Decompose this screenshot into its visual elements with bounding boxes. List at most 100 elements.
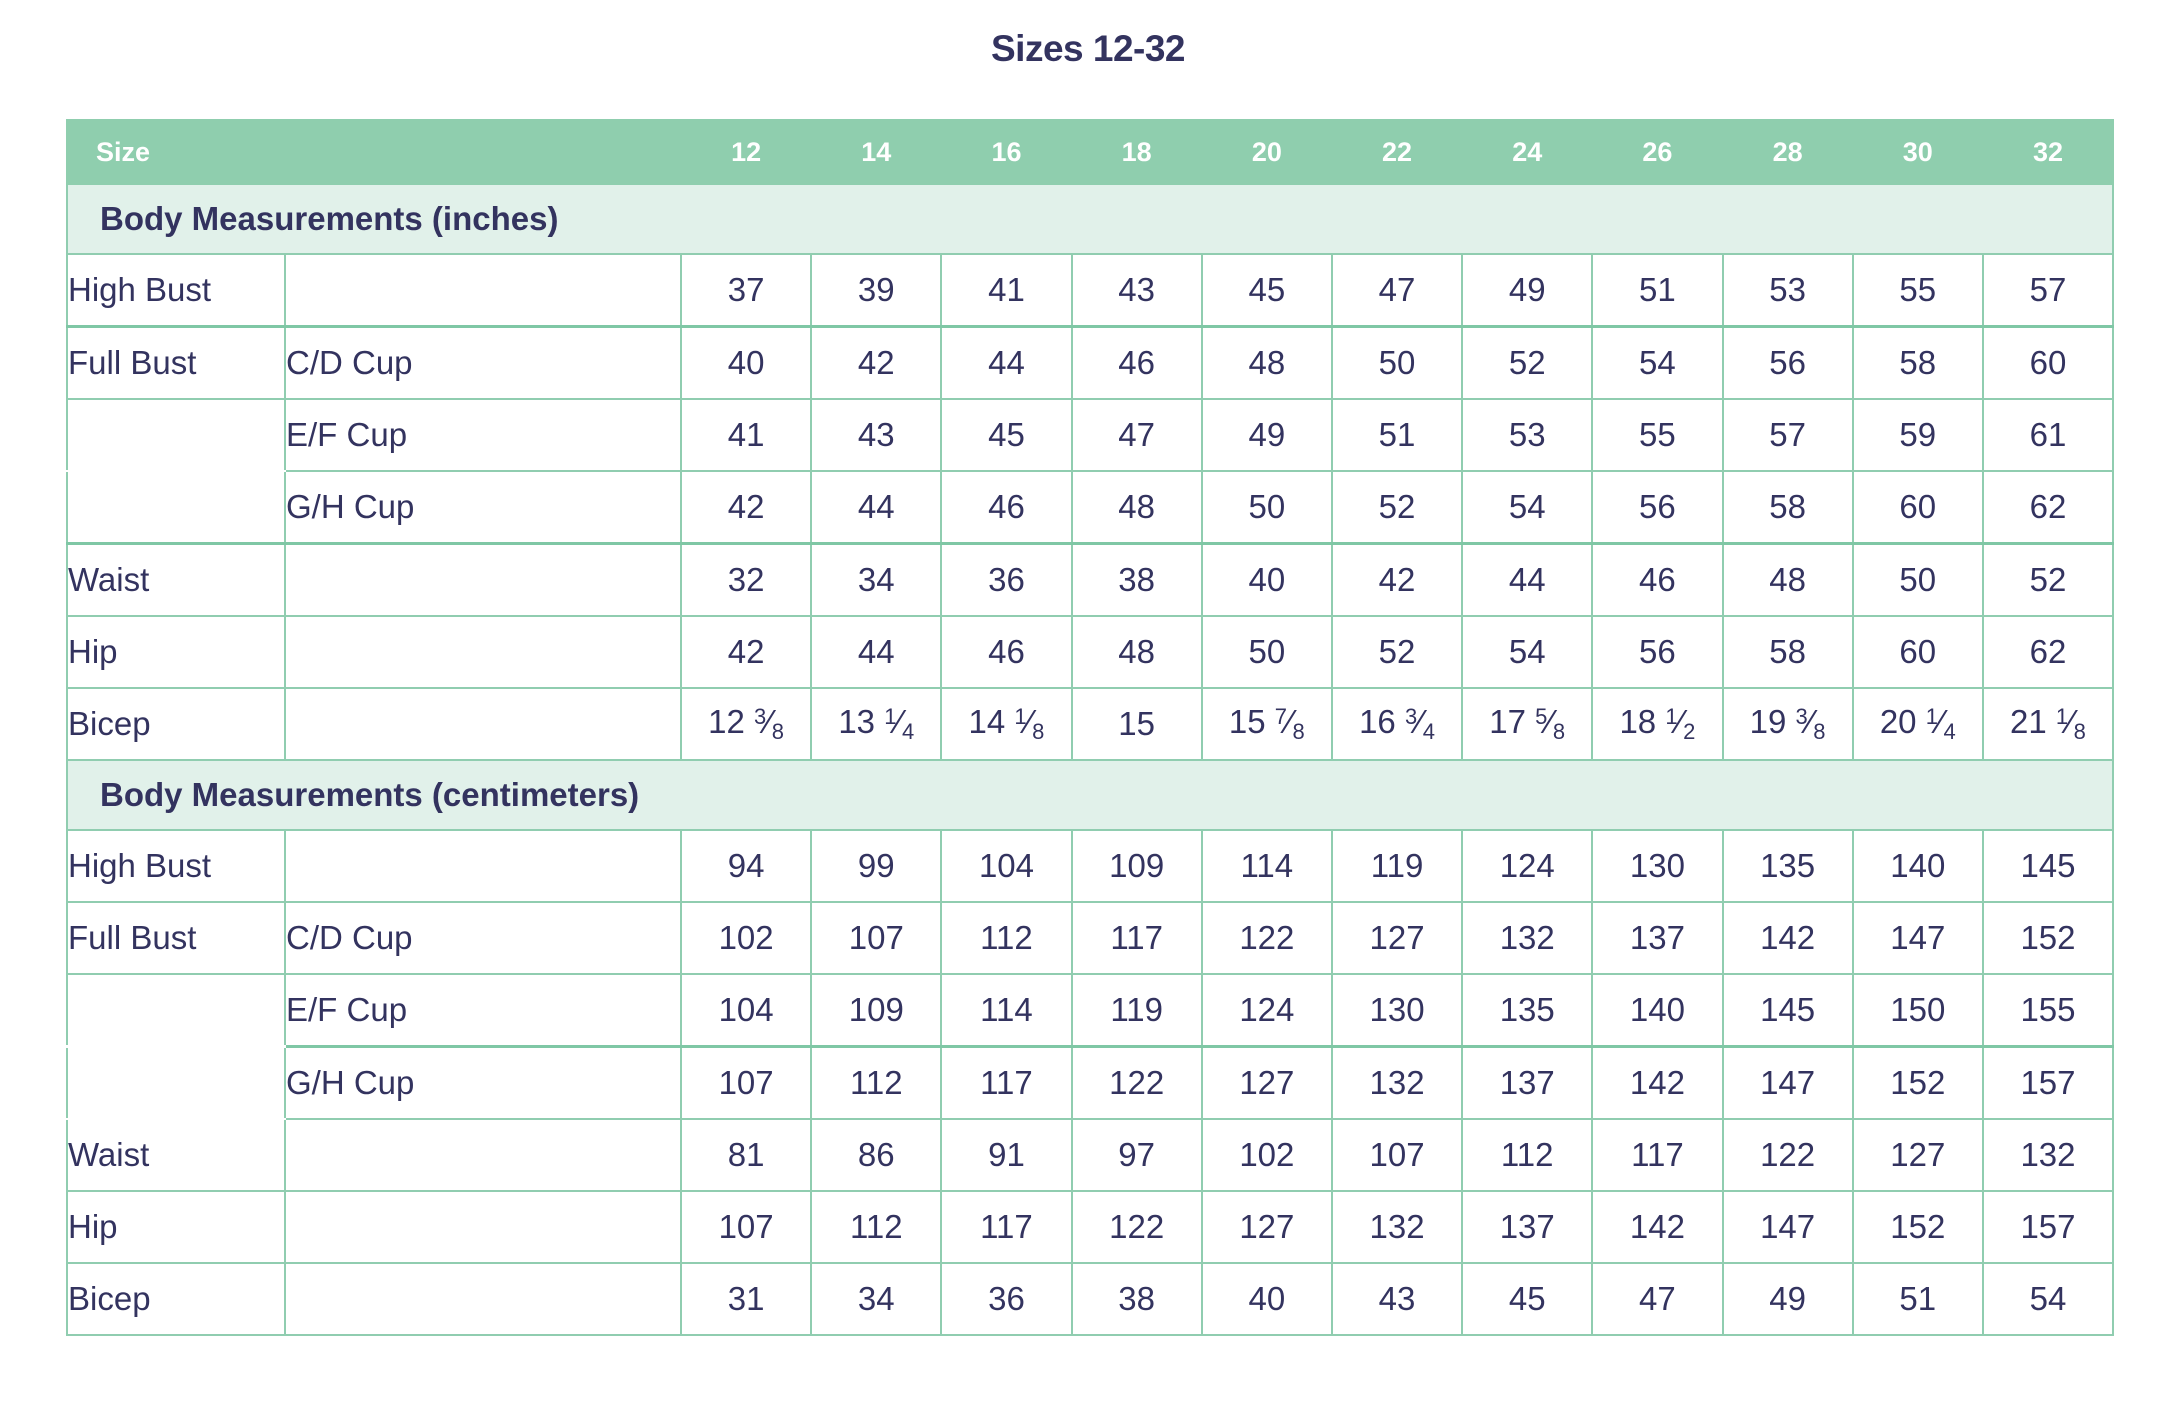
measurement-cell: 54 <box>1461 470 1594 545</box>
row-label: Waist <box>66 542 286 617</box>
measurement-cell: 112 <box>810 1045 943 1120</box>
measurement-cell: 44 <box>810 615 943 689</box>
measurement-cell: 56 <box>1721 325 1854 400</box>
row-sublabel <box>284 829 682 903</box>
measurement-cell: 20 1⁄4 <box>1851 687 1984 761</box>
measurement-cell: 47 <box>1330 253 1464 328</box>
measurement-cell: 52 <box>1330 615 1464 689</box>
measurement-cell: 119 <box>1330 829 1464 903</box>
measurement-cell: 43 <box>810 398 943 472</box>
measurement-cell: 36 <box>940 1262 1073 1336</box>
measurement-cell: 45 <box>1200 253 1333 328</box>
measurement-cell: 17 5⁄8 <box>1461 687 1594 761</box>
measurement-cell: 137 <box>1591 901 1724 975</box>
measurement-cell: 157 <box>1981 1045 2115 1120</box>
measurement-cell: 55 <box>1591 398 1724 472</box>
measurement-cell: 36 <box>940 542 1073 617</box>
measurement-cell: 40 <box>679 325 813 400</box>
measurement-cell: 15 7⁄8 <box>1200 687 1333 761</box>
table-row: High Bust 37 39 41 43 45 47 49 51 53 55 57 <box>66 253 2115 328</box>
measurement-cell: 58 <box>1721 470 1854 545</box>
measurement-cell: 99 <box>810 829 943 903</box>
measurement-cell: 44 <box>810 470 943 545</box>
measurement-cell: 102 <box>679 901 813 975</box>
measurement-cell: 91 <box>940 1118 1073 1192</box>
measurement-cell: 57 <box>1721 398 1854 472</box>
measurement-cell: 112 <box>810 1190 943 1264</box>
measurement-cell: 42 <box>1330 542 1464 617</box>
measurement-cell: 130 <box>1330 973 1464 1048</box>
size-header-cell: 22 <box>1330 119 1464 185</box>
row-label: Hip <box>66 1190 286 1264</box>
measurement-cell: 41 <box>679 398 813 472</box>
measurement-cell: 44 <box>940 325 1073 400</box>
measurement-cell: 122 <box>1200 901 1333 975</box>
measurement-cell: 132 <box>1981 1118 2115 1192</box>
measurement-cell: 56 <box>1591 470 1724 545</box>
measurement-cell: 52 <box>1981 542 2115 617</box>
measurement-cell: 117 <box>1591 1118 1724 1192</box>
table-row: E/F Cup 104 109 114 119 124 130 135 140 145 150 155 <box>66 973 2115 1048</box>
row-sublabel <box>284 253 682 328</box>
size-header-cell: 26 <box>1591 119 1724 185</box>
measurement-cell: 56 <box>1591 615 1724 689</box>
table-header-row: Size 12 14 16 18 20 22 24 26 28 30 32 <box>66 119 2115 185</box>
measurement-cell: 31 <box>679 1262 813 1336</box>
row-label <box>66 398 286 472</box>
row-sublabel <box>284 1262 682 1336</box>
measurement-cell: 157 <box>1981 1190 2115 1264</box>
measurement-cell: 51 <box>1591 253 1724 328</box>
row-sublabel: E/F Cup <box>284 973 682 1048</box>
measurement-cell: 145 <box>1721 973 1854 1048</box>
measurement-cell: 48 <box>1070 615 1203 689</box>
measurement-cell: 48 <box>1070 470 1203 545</box>
table-row: Full Bust C/D Cup 40 42 44 46 48 50 52 54 56 58 60 <box>66 325 2115 400</box>
table-row: Waist 81 86 91 97 102 107 112 117 122 127 132 <box>66 1118 2115 1192</box>
measurement-cell: 155 <box>1981 973 2115 1048</box>
measurement-cell: 53 <box>1461 398 1594 472</box>
measurement-cell: 40 <box>1200 1262 1333 1336</box>
row-sublabel: C/D Cup <box>284 325 682 400</box>
measurement-cell: 14 1⁄8 <box>940 687 1073 761</box>
measurement-cell: 127 <box>1200 1045 1333 1120</box>
measurement-cell: 81 <box>679 1118 813 1192</box>
measurement-cell: 124 <box>1461 829 1594 903</box>
measurement-cell: 47 <box>1591 1262 1724 1336</box>
measurement-cell: 142 <box>1591 1045 1724 1120</box>
measurement-cell: 54 <box>1981 1262 2115 1336</box>
measurement-cell: 54 <box>1591 325 1724 400</box>
measurement-cell: 147 <box>1851 901 1984 975</box>
measurement-cell: 45 <box>1461 1262 1594 1336</box>
measurement-cell: 32 <box>679 542 813 617</box>
measurement-cell: 49 <box>1721 1262 1854 1336</box>
measurement-cell: 112 <box>940 901 1073 975</box>
measurement-cell: 16 3⁄4 <box>1330 687 1464 761</box>
measurement-cell: 46 <box>940 615 1073 689</box>
measurement-cell: 114 <box>1200 829 1333 903</box>
measurement-cell: 43 <box>1070 253 1203 328</box>
measurement-cell: 53 <box>1721 253 1854 328</box>
measurement-cell: 132 <box>1330 1190 1464 1264</box>
measurement-cell: 62 <box>1981 615 2115 689</box>
measurement-cell: 43 <box>1330 1262 1464 1336</box>
measurement-cell: 114 <box>940 973 1073 1048</box>
row-sublabel: E/F Cup <box>284 398 682 472</box>
measurement-cell: 107 <box>679 1045 813 1120</box>
measurement-cell: 34 <box>810 1262 943 1336</box>
measurement-cell: 52 <box>1461 325 1594 400</box>
measurement-cell: 150 <box>1851 973 1984 1048</box>
measurement-cell: 109 <box>1070 829 1203 903</box>
measurement-cell: 132 <box>1461 901 1594 975</box>
measurement-cell: 135 <box>1461 973 1594 1048</box>
measurement-cell: 62 <box>1981 470 2115 545</box>
measurement-cell: 12 3⁄8 <box>679 687 813 761</box>
section-header-row: Body Measurements (inches) <box>65 183 2115 255</box>
size-header-cell: 14 <box>810 119 943 185</box>
measurement-cell: 107 <box>1330 1118 1464 1192</box>
size-header-cell: 12 <box>679 119 813 185</box>
table-row: E/F Cup 41 43 45 47 49 51 53 55 57 59 61 <box>66 398 2115 472</box>
measurement-cell: 86 <box>810 1118 943 1192</box>
row-label: Waist <box>66 1118 286 1192</box>
size-header-cell: 18 <box>1070 119 1203 185</box>
size-header-cell: 30 <box>1851 119 1984 185</box>
